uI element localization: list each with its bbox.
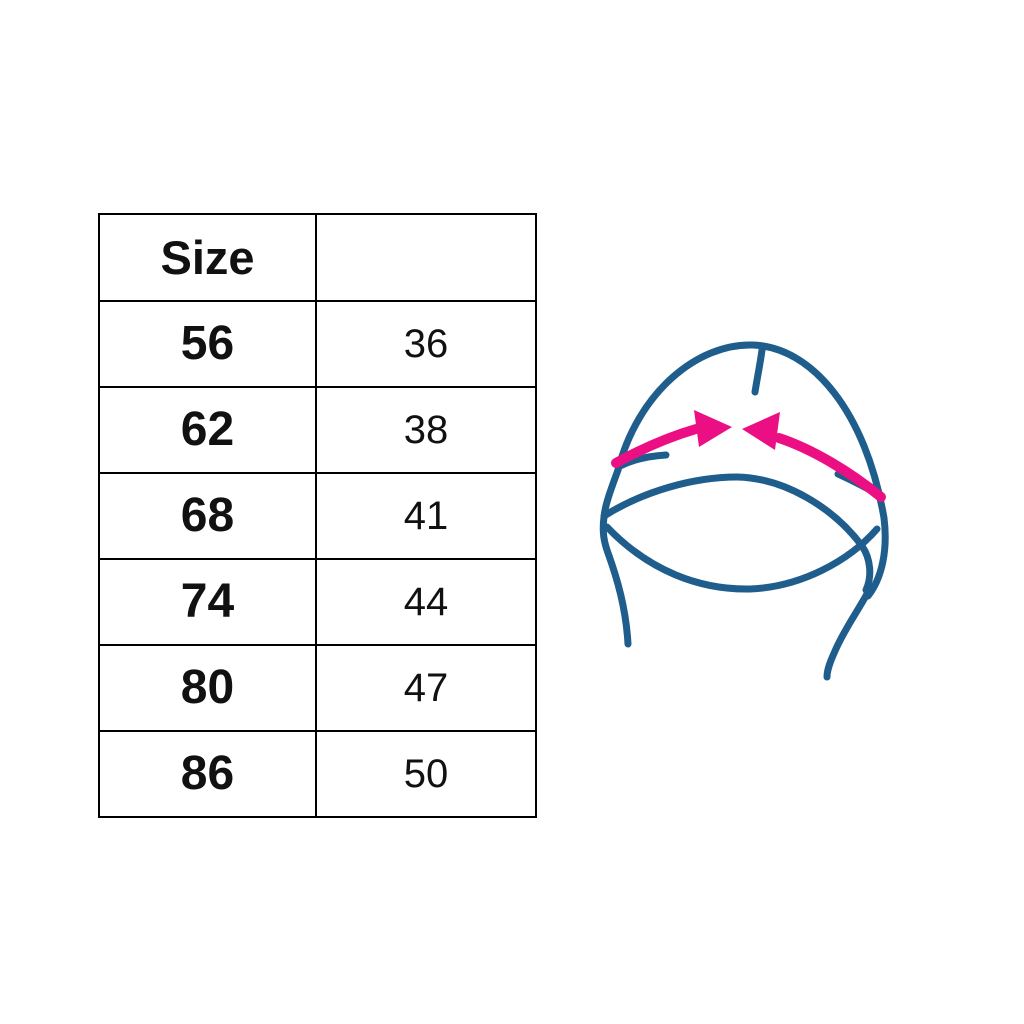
measure-arrow-right-shaft bbox=[774, 433, 886, 502]
size-cell: 62 bbox=[98, 386, 317, 474]
value-column-header bbox=[315, 213, 537, 302]
table-row: 68 41 bbox=[98, 472, 537, 560]
table-row: 74 44 bbox=[98, 558, 537, 646]
table-header-row: Size bbox=[98, 213, 537, 302]
size-cell: 56 bbox=[98, 300, 317, 388]
hat-band-line bbox=[600, 473, 874, 594]
table-row: 86 50 bbox=[98, 730, 537, 818]
table-row: 62 38 bbox=[98, 386, 537, 474]
circumference-cell: 38 bbox=[315, 386, 537, 474]
hat-left-edge-and-tie-line bbox=[599, 466, 632, 648]
size-cell: 86 bbox=[98, 730, 317, 818]
circumference-cell: 41 bbox=[315, 472, 537, 560]
circumference-cell: 44 bbox=[315, 558, 537, 646]
measure-arrowhead-right-pointing-icon bbox=[694, 410, 732, 447]
size-chart-table: Size 56 36 62 38 68 41 74 44 80 47 bbox=[98, 213, 537, 818]
baby-hat-illustration bbox=[599, 341, 889, 681]
hat-bottom-rim-line bbox=[603, 523, 881, 593]
circumference-cell: 50 bbox=[315, 730, 537, 818]
hat-right-tie-line bbox=[823, 588, 872, 681]
size-cell: 74 bbox=[98, 558, 317, 646]
measure-arrow-left-shaft bbox=[611, 424, 701, 468]
circumference-cell: 47 bbox=[315, 644, 537, 732]
circumference-cell: 36 bbox=[315, 300, 537, 388]
measure-arrowhead-left-pointing-icon bbox=[742, 412, 780, 450]
size-cell: 68 bbox=[98, 472, 317, 560]
size-cell: 80 bbox=[98, 644, 317, 732]
hat-dome-line bbox=[614, 341, 889, 600]
hat-top-seam-line bbox=[751, 346, 766, 396]
table-row: 80 47 bbox=[98, 644, 537, 732]
size-column-header: Size bbox=[98, 213, 317, 302]
table-row: 56 36 bbox=[98, 300, 537, 388]
